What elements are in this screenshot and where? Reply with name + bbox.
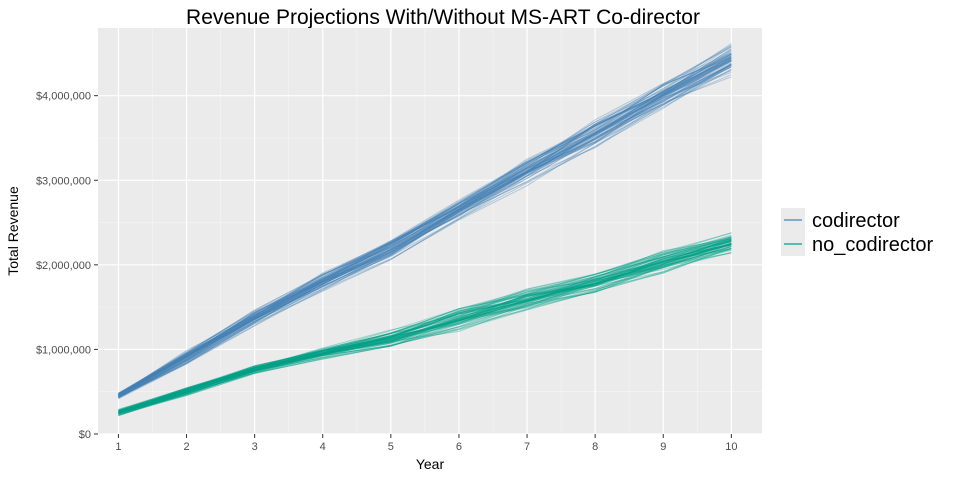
trajectory-line [118,248,732,415]
trajectory-core-line [118,242,732,414]
trajectory-line [118,249,732,414]
trajectory-line [118,236,732,410]
y-tick-label: $2,000,000 [36,260,91,272]
y-tick-label: $3,000,000 [36,175,91,187]
x-tick-label: 7 [524,441,530,453]
trajectory-line [118,52,732,396]
trajectory-line [118,53,732,396]
trajectory-line [118,69,732,399]
trajectory-line [118,240,732,413]
trajectory-line [118,238,732,413]
trajectory-line [118,58,732,395]
trajectory-line [118,43,732,396]
trajectory-line [118,238,732,412]
legend-label: no_codirector [812,234,934,256]
trajectory-line [118,44,732,394]
trajectory-line [118,59,732,395]
y-tick-label: $4,000,000 [36,91,91,103]
x-axis: 1 2 3 4 5 6 7 8 9 10 [115,434,737,453]
y-axis: $0 $1,000,000 $2,000,000 $3,000,000 $4,000,0… [36,91,98,441]
trajectory-line [118,244,732,414]
trajectory-line [118,252,732,416]
x-tick-label: 6 [456,441,462,453]
x-tick-label: 4 [320,441,326,453]
trajectory-line [118,243,732,415]
trajectory-line [118,232,732,411]
x-tick-label: 10 [725,441,737,453]
trajectory-line [118,56,732,396]
trajectory-line [118,252,732,417]
x-tick-label: 1 [115,441,121,453]
y-tick-label: $1,000,000 [36,344,91,356]
trajectory-line [118,57,732,395]
trajectory-line [118,246,732,417]
series-codirector [117,43,732,400]
trajectory-line [118,53,732,396]
trajectory-line [118,57,732,395]
trajectory-line [118,46,732,395]
grid-major [98,28,762,435]
trajectory-line [118,45,732,396]
trajectory-line [118,247,732,416]
x-tick-label: 5 [388,441,394,453]
trajectory-line [118,63,732,397]
x-tick-label: 3 [252,441,258,453]
trajectory-line [118,65,732,399]
trajectory-line [118,63,732,399]
x-tick-label: 2 [183,441,189,453]
trajectory-line [118,52,732,396]
trajectory-line [118,48,732,395]
trajectory-line [118,237,732,412]
trajectory-line [118,70,732,397]
trajectory-line [118,243,732,413]
trajectory-line [118,239,732,411]
trajectory-line [118,240,732,411]
trajectory-line [118,60,732,399]
trajectory-line [118,232,732,413]
trajectory-line [118,64,732,396]
legend-item-no_codirector: no_codirector [781,232,934,256]
trajectory-line [118,53,732,395]
chart-title: Revenue Projections With/Without MS-ART … [186,6,700,29]
trajectory-line [118,58,732,396]
legend-item-codirector: codirector [781,208,900,232]
y-tick-label: $0 [79,429,91,441]
series-layer [117,43,732,417]
x-tick-label: 8 [592,441,598,453]
trajectory-line [118,240,732,413]
trajectory-line [118,235,732,412]
y-axis-title: Total Revenue [5,186,21,276]
trajectory-line [118,239,732,412]
trajectory-line [118,246,732,416]
trajectory-line [118,55,732,394]
trajectory-line [118,244,732,412]
trajectory-line [118,56,732,394]
trajectory-line [118,237,732,411]
trajectory-line [118,64,732,398]
trajectory-core-line [117,59,732,397]
trajectory-line [118,55,732,398]
trajectory-line [118,52,732,397]
trajectory-line [118,49,732,395]
trajectory-line [118,55,732,396]
trajectory-line [118,58,732,397]
trajectory-line [118,247,732,414]
trajectory-line [118,68,732,398]
trajectory-line [118,234,732,412]
x-tick-label: 9 [660,441,666,453]
trajectory-line [118,46,732,395]
trajectory-line [118,246,732,416]
trajectory-line [118,63,732,400]
x-axis-title: Year [416,456,445,472]
trajectory-line [118,252,732,415]
trajectory-line [118,55,732,395]
trajectory-line [118,56,732,396]
trajectory-line [118,74,732,399]
legend-label: codirector [812,210,900,232]
trajectory-line [118,76,732,398]
trajectory-line [118,238,732,411]
series-no_codirector [118,232,732,417]
